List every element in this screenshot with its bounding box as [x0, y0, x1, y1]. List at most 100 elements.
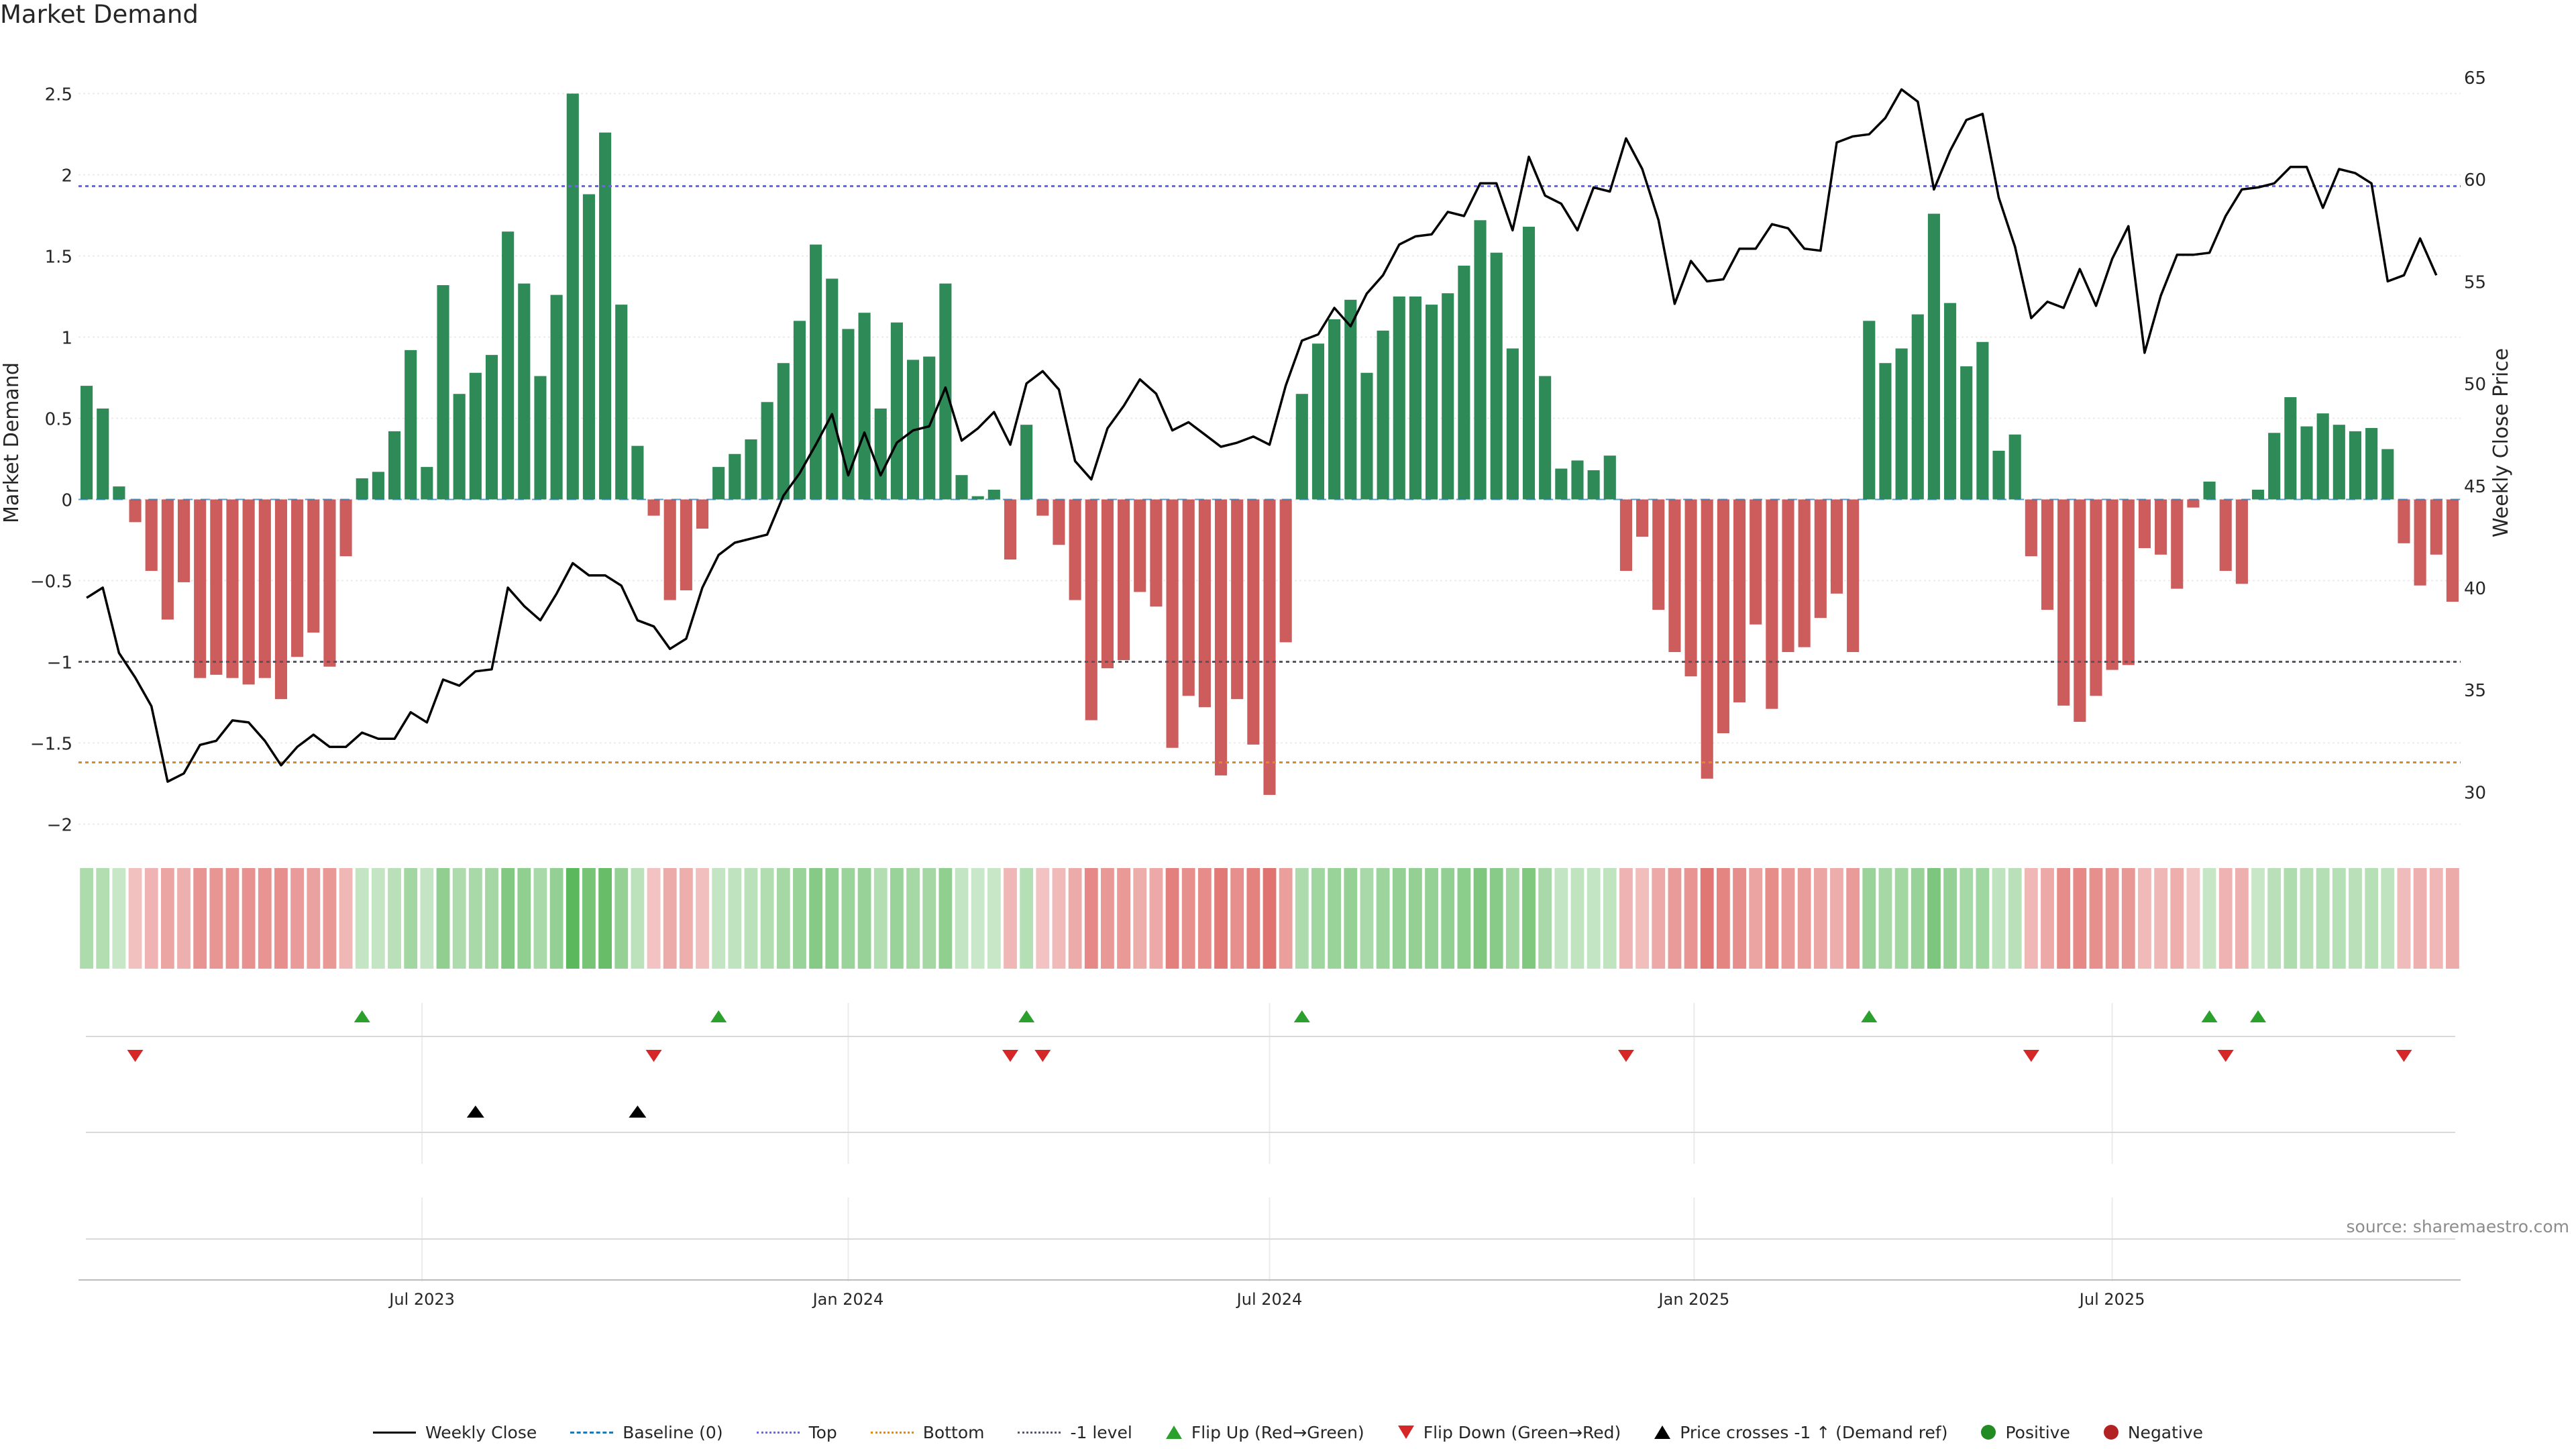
demand-bar [663, 499, 676, 600]
demand-bar [647, 499, 660, 516]
demand-bar [1782, 499, 1794, 652]
heat-cell [80, 868, 93, 969]
legend-item: -1 level [1018, 1423, 1132, 1442]
legend-label: Negative [2127, 1422, 2204, 1442]
demand-bar [534, 376, 547, 500]
demand-bar [761, 402, 773, 500]
demand-bar [2316, 413, 2329, 500]
heat-cell [760, 868, 774, 969]
price-cross-marker [466, 1106, 484, 1118]
demand-bar [1150, 499, 1163, 607]
demand-bar [1020, 425, 1033, 500]
y2-tick-label: 40 [2464, 579, 2486, 599]
flip-down-marker [645, 1050, 662, 1062]
heat-cell [1004, 868, 1017, 969]
demand-bar [1118, 499, 1130, 661]
heat-cell [1020, 868, 1034, 969]
legend-label: Price crosses -1 ↑ (Demand ref) [1680, 1422, 1948, 1442]
demand-bar [1409, 297, 1421, 500]
demand-bar [129, 499, 142, 523]
demand-bar [2300, 426, 2313, 500]
demand-bar [2398, 499, 2410, 543]
heat-cell [1197, 868, 1212, 969]
heat-cell [1846, 868, 1860, 969]
heat-cell [501, 868, 515, 969]
demand-bar [2041, 499, 2054, 610]
demand-bar [2057, 499, 2070, 706]
demand-bar [1426, 305, 1438, 500]
legend-item: Negative [2103, 1422, 2204, 1442]
heat-cell [160, 868, 174, 969]
demand-bar [1101, 499, 1114, 669]
demand-bar [1311, 343, 1325, 500]
demand-bar [388, 431, 401, 500]
heat-cell [744, 868, 758, 969]
heat-cell [955, 868, 969, 969]
demand-bar [1733, 499, 1746, 702]
legend-item: Bottom [870, 1422, 985, 1442]
demand-bar [485, 355, 498, 500]
heat-cell [177, 868, 191, 969]
demand-bar [2122, 499, 2135, 665]
demand-bar [2203, 481, 2216, 500]
demand-bar [1053, 499, 1065, 545]
legend-label: Bottom [922, 1422, 985, 1442]
heat-cell [323, 868, 337, 969]
heat-cell [307, 868, 321, 969]
heat-cell [2105, 868, 2119, 969]
heat-cell [1522, 868, 1536, 969]
heat-cell [890, 868, 904, 969]
heat-cell [258, 868, 272, 969]
demand-bar [1798, 499, 1811, 647]
legend-item: Top [756, 1423, 837, 1442]
heat-cell [614, 868, 629, 969]
demand-bar [1004, 499, 1017, 560]
heat-cell [1344, 868, 1358, 969]
heat-cell [1230, 868, 1244, 969]
demand-bar [615, 305, 628, 500]
heat-cell [1684, 868, 1698, 969]
heat-cell [1960, 868, 1974, 969]
heat-cell [468, 868, 482, 969]
demand-bar [745, 439, 757, 500]
demand-bar [1295, 394, 1308, 500]
heat-cell [1311, 868, 1325, 969]
heat-cell [809, 868, 823, 969]
legend-label: Flip Down (Green→Red) [1423, 1422, 1621, 1442]
heat-cell [144, 868, 158, 969]
heat-cell [566, 868, 580, 969]
heat-cell [2397, 868, 2411, 969]
flip-down-marker [127, 1050, 144, 1062]
demand-bar [437, 285, 449, 500]
demand-bar [2414, 499, 2426, 586]
flip-up-marker [1018, 1010, 1035, 1022]
heat-cell [2041, 868, 2054, 969]
heat-cell [1263, 868, 1277, 969]
triangle-up-icon [1165, 1426, 1182, 1439]
legend-dashed-icon [570, 1431, 614, 1434]
demand-bar [1360, 372, 1373, 500]
demand-bar [1750, 499, 1762, 625]
x-tick-label: Jan 2025 [1658, 1290, 1730, 1309]
demand-bar [2090, 499, 2102, 696]
legend-dotted-icon [756, 1431, 800, 1434]
legend-item: Flip Up (Red→Green) [1165, 1423, 1364, 1442]
demand-bar [955, 475, 968, 500]
demand-bar [1328, 319, 1341, 500]
heat-cell [485, 868, 498, 969]
heat-cell [1813, 868, 1827, 969]
heat-cell [679, 868, 693, 969]
heat-cell [2251, 868, 2265, 969]
heat-cell [1652, 868, 1666, 969]
heat-cell [1781, 868, 1795, 969]
demand-bar [2219, 499, 2232, 571]
heat-cell [1700, 868, 1714, 969]
heat-cell [1992, 868, 2006, 969]
heat-cell [2057, 868, 2071, 969]
heat-cell [1441, 868, 1455, 969]
legend-dotted-icon [870, 1431, 914, 1434]
demand-bar [1684, 499, 1697, 677]
y-tick-label: −1 [47, 653, 72, 674]
heat-cell [631, 868, 645, 969]
price-cross-marker [629, 1106, 647, 1118]
